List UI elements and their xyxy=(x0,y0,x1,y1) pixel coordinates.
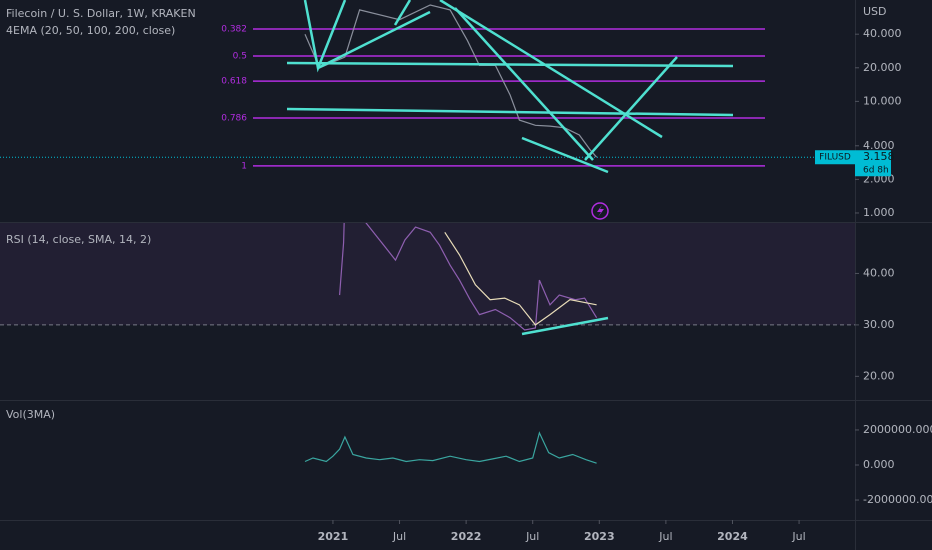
axis-unit: USD xyxy=(863,5,887,18)
indicator-label: 4EMA (20, 50, 100, 200, close) xyxy=(6,24,175,37)
y-tick-label: 4.000 xyxy=(863,139,895,152)
rsi-band xyxy=(0,223,855,325)
y-tick-label: -2000000.000 xyxy=(863,493,932,506)
y-tick-label: 0.000 xyxy=(863,458,895,471)
trend-line xyxy=(584,56,678,161)
x-tick-label: Jul xyxy=(392,530,406,543)
price-pane: 0.382 0.5 0.618 0.786 1 xyxy=(0,4,855,171)
y-tick-label: 10.000 xyxy=(863,94,902,107)
series-line xyxy=(444,231,597,326)
rsi-title: RSI (14, close, SMA, 14, 2) xyxy=(6,233,151,246)
trend-line xyxy=(286,61,734,68)
y-tick-label: 40.000 xyxy=(863,27,902,40)
x-tick-label: 2021 xyxy=(318,530,349,543)
fib-label: 1 xyxy=(241,161,247,171)
alert-circle[interactable] xyxy=(591,202,609,220)
y-tick-label: 20.000 xyxy=(863,61,902,74)
series-line xyxy=(339,223,598,331)
price-name-box xyxy=(815,150,855,165)
chart-title: Filecoin / U. S. Dollar, 1W, KRAKEN xyxy=(6,7,196,20)
rsi-trend-line xyxy=(521,316,609,336)
fib-label: 0.382 xyxy=(221,25,247,35)
volume-title: Vol(3MA) xyxy=(6,408,55,421)
fib-label: 0.786 xyxy=(221,113,247,123)
price-name: FILUSD xyxy=(819,153,851,163)
trend-line xyxy=(286,107,734,117)
trend-line xyxy=(393,0,412,26)
x-tick-label: 2022 xyxy=(451,530,482,543)
x-tick-label: 2024 xyxy=(717,530,748,543)
x-tick-label: Jul xyxy=(525,530,539,543)
y-tick-label: 20.00 xyxy=(863,369,895,382)
trend-line xyxy=(439,0,663,139)
trend-line xyxy=(454,7,594,161)
series-line xyxy=(304,431,597,464)
trend-line xyxy=(521,136,609,174)
x-tick-label: Jul xyxy=(791,530,805,543)
y-tick-label: 40.00 xyxy=(863,266,895,279)
y-tick-label: 2000000.000 xyxy=(863,423,932,436)
trend-lines xyxy=(286,0,734,174)
y-tick-label: 1.000 xyxy=(863,206,895,219)
trend-line xyxy=(317,10,431,70)
volume-pane xyxy=(304,431,597,464)
y-tick-label: 30.00 xyxy=(863,318,895,331)
x-tick-label: Jul xyxy=(658,530,672,543)
fib-label: 0.618 xyxy=(221,77,247,87)
alert-bolt[interactable] xyxy=(597,205,604,217)
alert-icon[interactable] xyxy=(591,202,609,220)
price-box xyxy=(855,150,891,177)
x-tick-label: 2023 xyxy=(584,530,615,543)
rsi-pane xyxy=(0,223,855,331)
countdown: 6d 8h xyxy=(863,166,889,176)
fib-label: 0.5 xyxy=(233,52,247,62)
price-label: 3.158 xyxy=(863,150,895,163)
